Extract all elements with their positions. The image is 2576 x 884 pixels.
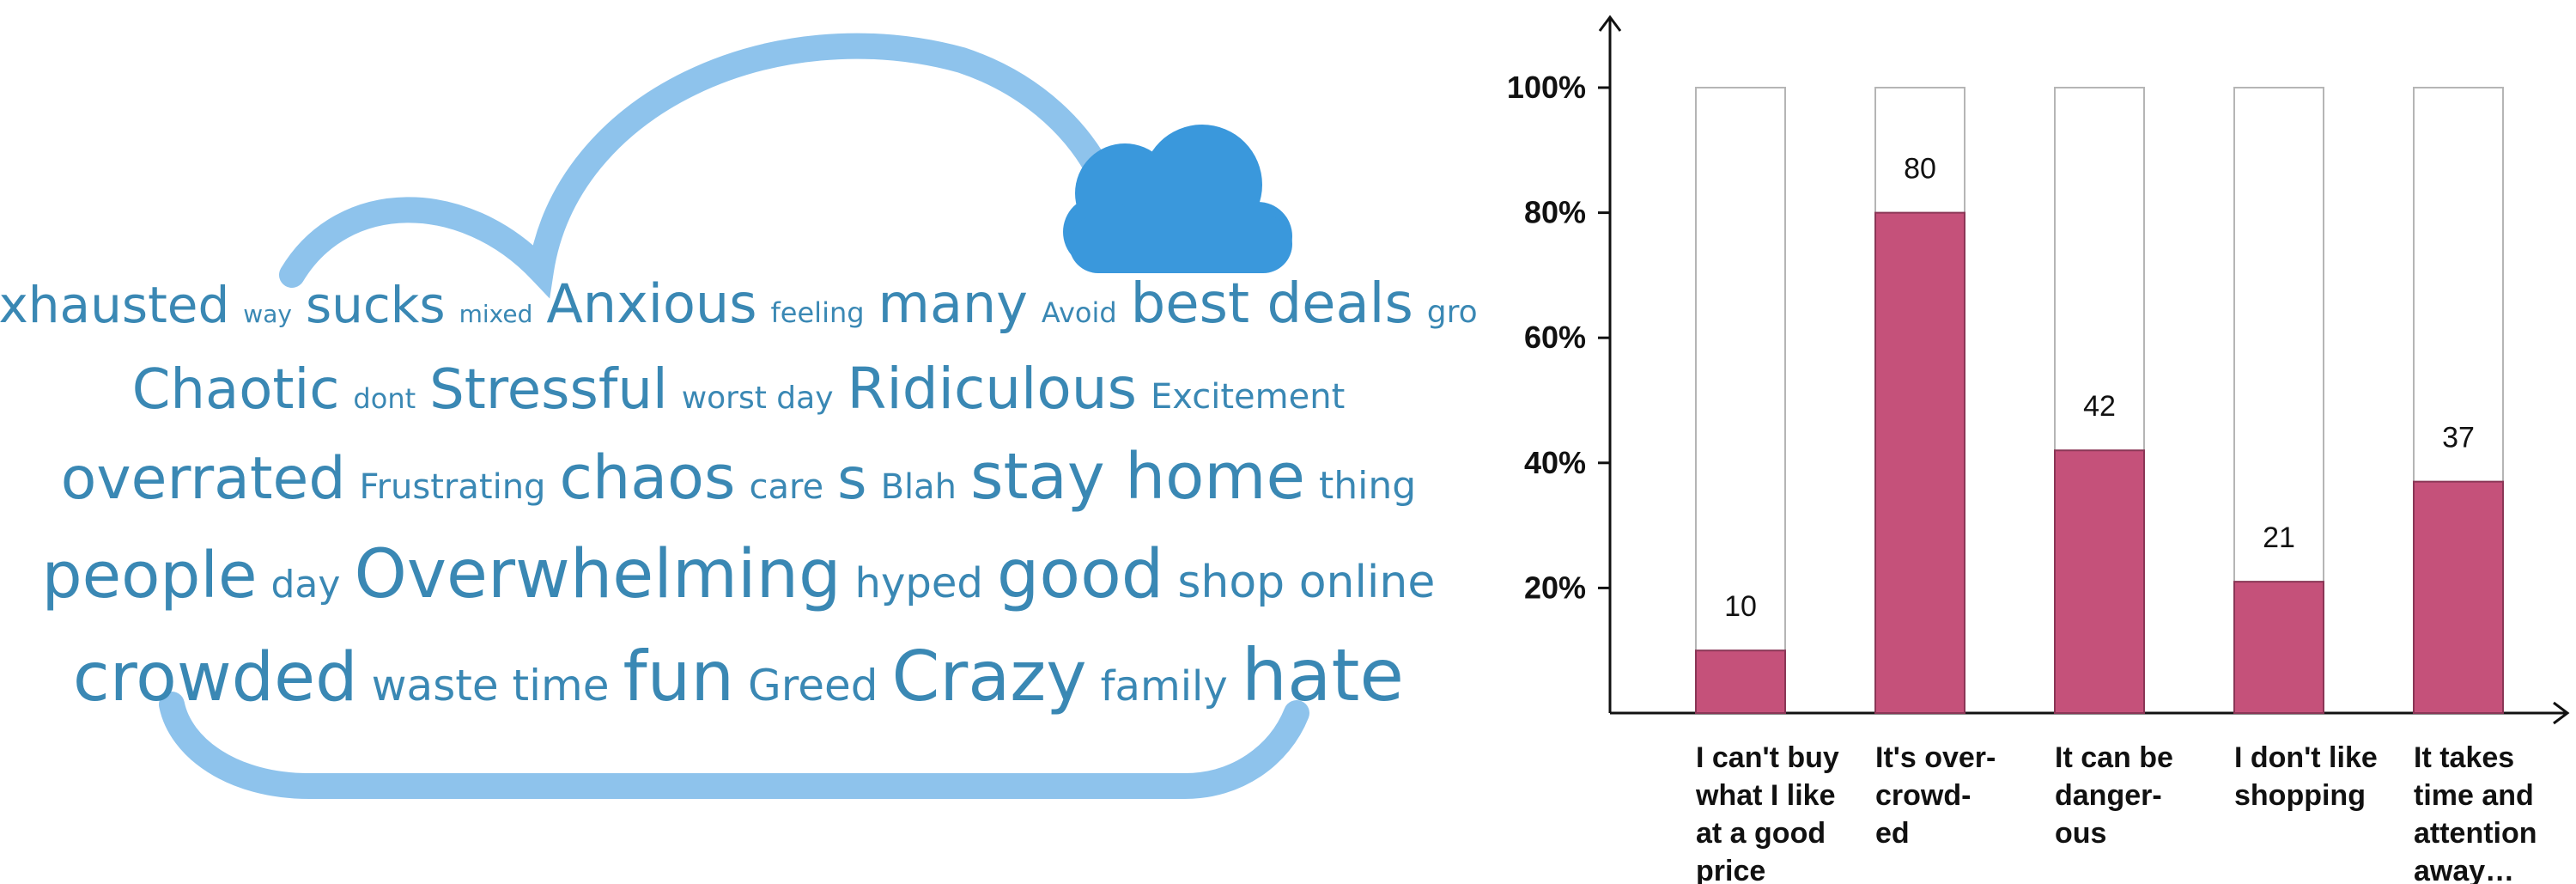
- word-cloud-word: dont: [353, 382, 416, 415]
- word-cloud-word: crowded: [73, 639, 358, 716]
- word-cloud-word: Blah: [881, 467, 957, 507]
- x-category-label: attention: [2414, 817, 2537, 850]
- x-category-label: away…: [2414, 855, 2514, 884]
- x-category-label: shopping: [2234, 779, 2366, 812]
- word-cloud-word: people: [42, 539, 258, 613]
- y-axis-arrow: [1598, 15, 1622, 32]
- word-cloud-word: care: [749, 467, 823, 507]
- word-cloud-word: thing: [1319, 464, 1416, 508]
- bar-value-label: 37: [2442, 422, 2475, 454]
- word-cloud-word: day: [271, 563, 341, 607]
- x-category-label: what I like: [1695, 779, 1836, 812]
- word-cloud-word: fun: [623, 637, 734, 716]
- word-cloud-word: overrated: [61, 445, 346, 513]
- bars: 10 80 42 21 37: [1695, 87, 2504, 715]
- word-cloud-word: Overwhelming: [354, 536, 841, 613]
- bar-value-label: 42: [2083, 390, 2116, 423]
- stacked-bar-chart: 20% 40% 60% 80% 100% 10 80 42 21 37 I can't buy w…: [1507, 15, 2570, 884]
- bar: [2054, 449, 2145, 714]
- x-category-label: I don't like: [2234, 741, 2378, 774]
- y-tick-label: 60%: [1524, 320, 1586, 355]
- word-cloud-word: gross: [1427, 295, 1477, 330]
- word-cloud-word: Greed: [748, 661, 878, 710]
- x-axis-labels: I can't buy what I like at a good price It's…: [1695, 741, 2537, 884]
- word-cloud-word: feeling: [771, 296, 865, 329]
- word-cloud-word: Chaotic: [132, 358, 340, 422]
- bar-remainder: [1695, 87, 1786, 714]
- x-axis-arrow: [2553, 701, 2570, 725]
- x-category-label: I can't buy: [1696, 741, 1839, 774]
- word-cloud: Exhausted way sucks mixed Anxious feeling many…: [0, 33, 1477, 799]
- x-category-label: crowd-: [1875, 779, 1971, 812]
- word-cloud-word: stay home: [970, 440, 1305, 514]
- x-category-label: time and: [2414, 779, 2534, 812]
- word-cloud-word: hyped: [855, 559, 983, 607]
- x-category-label: price: [1696, 855, 1765, 884]
- y-tick-label: 80%: [1524, 195, 1586, 230]
- word-cloud-words: Exhausted way sucks mixed Anxious feeling many…: [0, 272, 1477, 717]
- word-cloud-word: chaos: [559, 442, 735, 513]
- x-category-label: It can be: [2055, 741, 2173, 774]
- word-cloud-word: many: [878, 272, 1028, 335]
- word-cloud-word: Exhausted: [0, 276, 229, 334]
- word-cloud-word: Frustrating: [360, 467, 546, 507]
- bar: [1874, 211, 1965, 715]
- word-cloud-word: way: [243, 300, 292, 328]
- bar: [2233, 581, 2324, 714]
- y-tick-label: 20%: [1524, 570, 1586, 605]
- word-cloud-word: Avoid: [1042, 296, 1117, 329]
- word-cloud-word: worst day: [682, 381, 834, 416]
- x-category-label: ed: [1875, 817, 1910, 850]
- word-cloud-word: sucks: [306, 276, 446, 334]
- y-axis-ticks: 20% 40% 60% 80% 100%: [1507, 70, 1610, 605]
- bar-value-label: 10: [1724, 590, 1757, 623]
- x-category-label: It's over-: [1875, 741, 1996, 774]
- word-cloud-word: family: [1101, 662, 1228, 710]
- word-cloud-word: hate: [1242, 633, 1404, 717]
- bar-value-label: 21: [2263, 521, 2295, 554]
- word-cloud-word: s: [837, 446, 866, 512]
- word-cloud-word: Anxious: [546, 272, 756, 335]
- cloud-outline: [159, 33, 1309, 799]
- bar-value-label: 80: [1904, 153, 1936, 186]
- y-tick-label: 40%: [1524, 445, 1586, 480]
- x-category-label: danger-: [2055, 779, 2162, 812]
- bar: [2413, 480, 2504, 714]
- word-cloud-word: Excitement: [1151, 377, 1345, 417]
- word-cloud-word: waste time: [372, 661, 610, 710]
- word-cloud-word: Stressful: [429, 358, 668, 422]
- cloud-icon: [1063, 125, 1292, 273]
- x-category-label: It takes: [2414, 741, 2514, 774]
- x-category-label: at a good: [1696, 817, 1826, 850]
- word-cloud-word: best deals: [1131, 272, 1413, 336]
- word-cloud-word: Crazy: [892, 637, 1087, 716]
- word-cloud-word: mixed: [459, 300, 533, 328]
- bar: [1695, 649, 1786, 715]
- word-cloud-word: good: [997, 536, 1163, 613]
- y-tick-label: 100%: [1507, 70, 1586, 105]
- word-cloud-word: shop online: [1177, 557, 1435, 608]
- x-category-label: ous: [2055, 817, 2106, 850]
- word-cloud-word: Ridiculous: [848, 356, 1137, 422]
